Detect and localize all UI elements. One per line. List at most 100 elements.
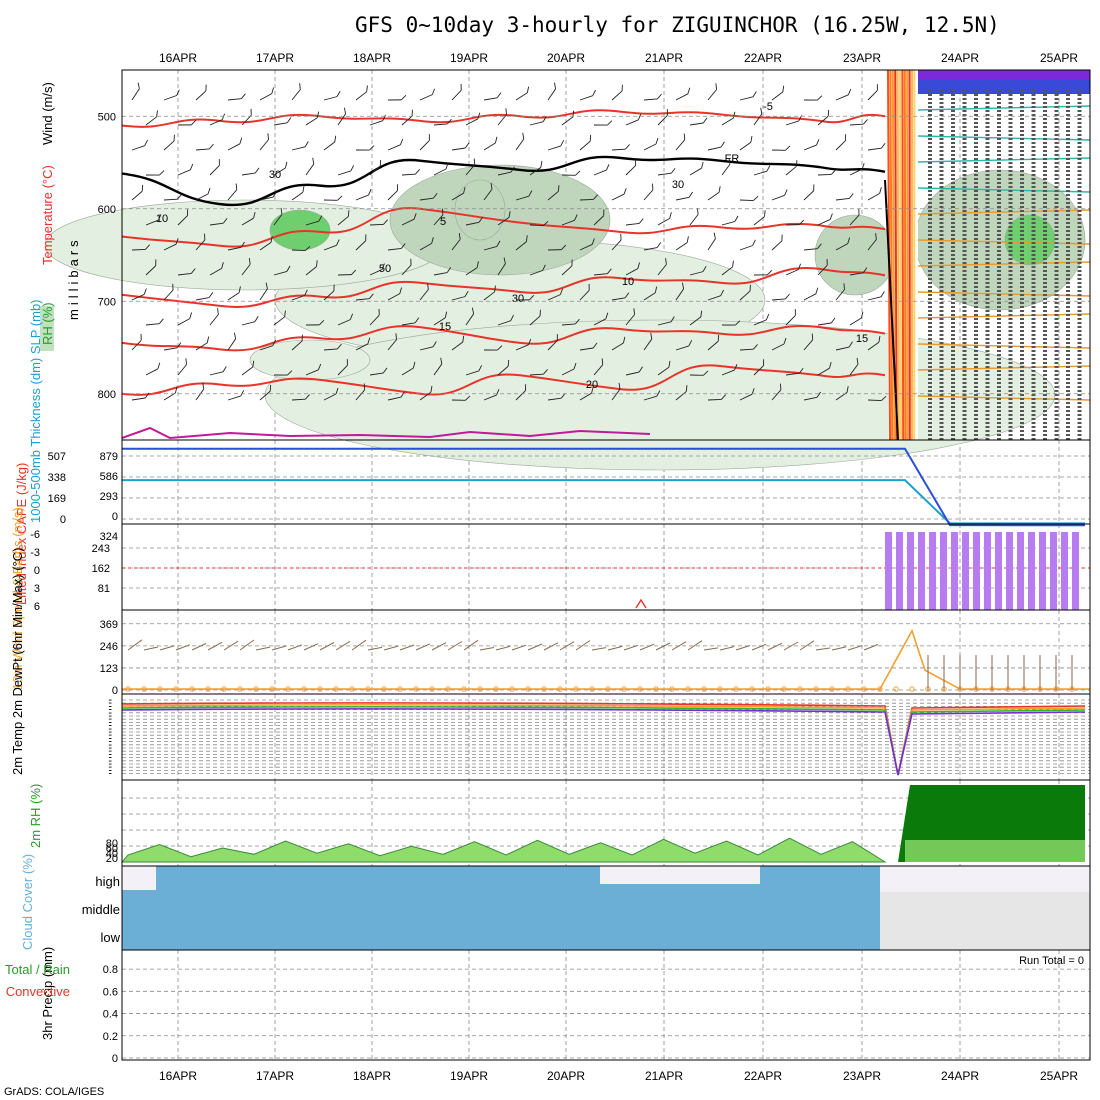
wind-barb-shaft [465,313,474,326]
upper-contour-right [917,105,1091,111]
wind-barb [305,363,322,376]
wind-barb-flag [431,237,434,244]
date-label-bottom: 19APR [450,1069,488,1083]
axis-label: millibars [66,236,81,320]
y-tick-label: 0.4 [103,1009,118,1021]
wind-speed-marker [525,686,531,692]
wind-barb-flag [525,384,527,391]
wind-barb-flag [174,386,178,394]
wind-speed-marker [573,686,579,692]
wind-barb-flag [240,390,245,397]
wind-barb-flag [589,134,592,142]
wind-barb [849,267,868,276]
wind-barb-flag [299,83,301,90]
wind-speed-marker [605,686,611,692]
wind-barb-flag [861,163,865,170]
wind-barb-shaft [849,168,863,176]
wind-speed-marker [685,686,691,692]
wind-barb [529,309,541,326]
wind-barb [131,392,150,401]
wind-barb-10m [303,643,319,651]
wind-barb-flag [843,283,845,290]
wind-barb [195,336,210,351]
wind-barb-flag [413,213,417,220]
wind-barb [721,215,739,226]
wind-barb-flag [397,184,399,191]
wind-barb-shaft [515,138,525,151]
wind-barb-flag [735,320,741,326]
axis-label: 3hr Precip (mm) [40,947,55,1040]
cape-bar [995,532,1002,610]
wind-barb-flag [190,268,196,274]
wind-barb-flag [250,108,252,116]
wind-barb-shaft [529,121,544,126]
wind-speed-marker [141,686,147,692]
wind-barb [227,332,237,351]
wind-barb-10m [863,644,879,651]
wind-barb [657,109,668,126]
wind-barb-flag [556,334,558,341]
wind-barb-flag [432,341,437,348]
y-tick-label: 60 [106,843,118,855]
wind-barb-shaft [273,213,283,226]
wind-barb-flag [145,244,151,250]
wind-barb [867,335,881,351]
wind-barb-shaft [227,246,242,251]
y-tick-label: - [108,700,112,712]
wind-barb-flag [490,182,493,190]
wind-barb [771,234,783,251]
wind-barb [753,359,765,376]
wind-barb-flag [830,317,836,324]
y-tick-right: 324 [100,531,118,543]
wind-barb [227,286,241,301]
cape-bar [1061,532,1068,610]
contour-label: 15 [439,321,451,333]
wind-barb-shaft [451,296,466,301]
date-label-top: 19APR [450,51,488,65]
wind-barb-flag [781,234,783,241]
y-tick-label: - [108,710,112,722]
wind-barb-flag [312,157,315,165]
wind-barb-shaft [483,349,498,351]
upper-air-ylabel: millibars [66,236,81,320]
wind-barb-flag [254,315,259,322]
wind-barb [323,239,340,251]
cape-bar [984,532,991,610]
upper-contour-right [917,239,1091,245]
wind-barb [803,333,814,351]
wind-barb-flag [879,187,882,194]
wind-barb [355,337,371,351]
series-line [122,479,1085,525]
wind-barb [131,139,148,151]
wind-barb [355,85,368,101]
wind-barb [579,342,598,351]
wind-barb-10m [143,646,159,651]
wind-barb-flag [542,264,546,271]
wind-barb-shaft [145,323,160,326]
wind-barb-flag [780,383,782,390]
date-label-bottom: 25APR [1040,1069,1078,1083]
wind-barb [867,395,887,402]
wind-barb-shaft [163,198,178,201]
temperature-series [121,706,1086,776]
wind-barb-flag [702,117,708,124]
wind-barb-shaft [739,199,754,202]
wind-barb [323,387,339,401]
wind-barb [483,285,496,301]
wind-barb [561,214,578,226]
wind-barb-flag [668,360,671,368]
wind-barb-10m [783,641,799,651]
wind-speed-marker [653,686,659,692]
wind-barb-flag [464,142,470,149]
wind-barb-flag [880,291,885,298]
wind-barb-flag [233,332,237,340]
wind-barb-shaft [611,193,625,201]
wind-barb-shaft [145,368,159,376]
wind-barb-flag [848,341,853,348]
wind-barb [561,110,575,126]
wind-barb-shaft [195,388,205,401]
wind-barb-flag [638,366,643,373]
wind-barb-flag [440,357,443,365]
wind-barb [739,239,756,251]
wind-barb-shaft [451,239,461,251]
